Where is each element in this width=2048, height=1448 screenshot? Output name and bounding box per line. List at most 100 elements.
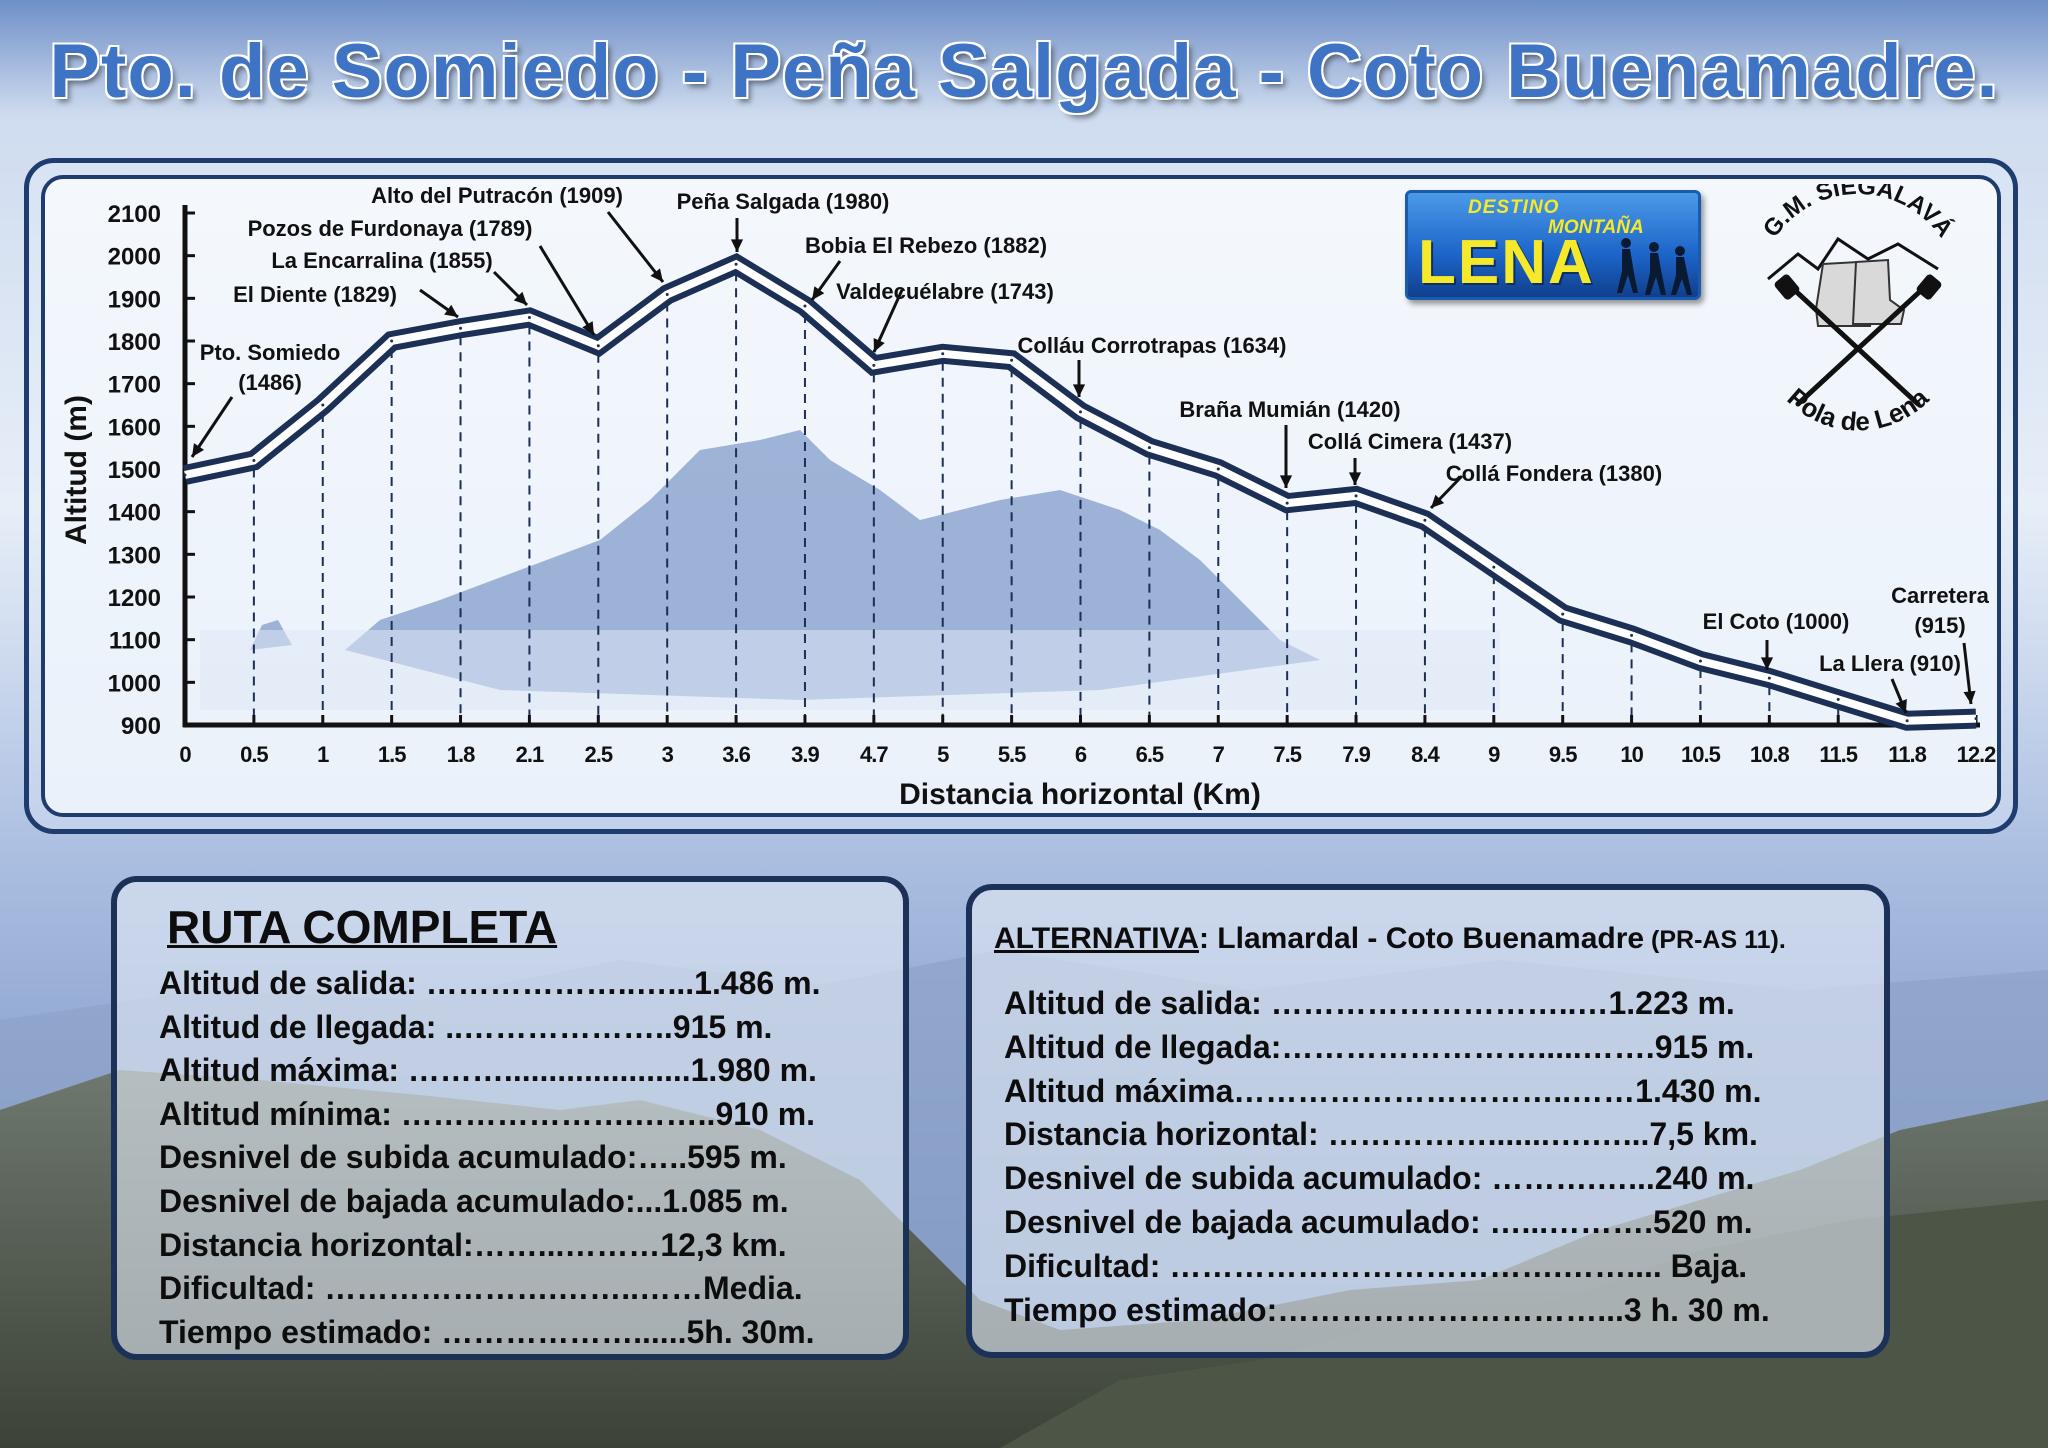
profile-point: [596, 344, 600, 348]
x-tick-label: 3.6: [722, 742, 750, 767]
annotation-arrowhead: [1963, 690, 1976, 704]
y-tick-label: 1700: [108, 372, 161, 399]
alternativa-code: (PR-AS 11).: [1644, 926, 1786, 954]
profile-point: [390, 339, 394, 343]
annotation-arrowhead: [444, 304, 458, 317]
annotation-arrowhead: [1279, 475, 1293, 488]
annotation-label-line2: (915): [1914, 613, 1965, 638]
ruta-completa-stats: Altitud de salida: ………………..…...1.486 m. A…: [159, 962, 820, 1354]
x-tick-label: 5.5: [998, 742, 1026, 767]
x-tick-label: 6: [1075, 742, 1087, 767]
annotation-label-line2: (1486): [238, 370, 302, 395]
y-tick-label: 1000: [108, 670, 161, 697]
mountain-line-icon: [1767, 236, 1939, 281]
annotation-label: Valdecuélabre (1743): [836, 279, 1054, 304]
profile-point: [1698, 659, 1702, 663]
profile-point: [1630, 633, 1634, 637]
annotation-arrowhead: [192, 443, 205, 457]
alternativa-stat-row: Tiempo estimado:…………………………...3 h. 30 m.: [1004, 1291, 1770, 1328]
annotation-arrowhead: [650, 268, 663, 282]
annotation-arrowhead: [1895, 699, 1907, 713]
ruta-completa-title-text: RUTA COMPLETA: [167, 901, 558, 953]
lena-logo-line3: LENA: [1418, 228, 1595, 297]
alternativa-stat-row: Desnivel de bajada acumulado: …...……….52…: [1004, 1203, 1753, 1240]
x-tick-label: 7: [1213, 742, 1225, 767]
hikers-icon: [1617, 238, 1692, 295]
x-tick-label: 2.5: [585, 742, 613, 767]
alternativa-label: ALTERNATIVA: [994, 922, 1199, 955]
y-tick-label: 2100: [108, 201, 161, 228]
lena-logo-line1: DESTINO: [1468, 197, 1560, 218]
siegalava-logo-top-text: G.M. SIEGALAVÁ: [1758, 184, 1959, 242]
trekking-poles-icon: [1785, 281, 1931, 407]
y-axis-label: Altitud (m): [60, 395, 93, 545]
annotation-label: Braña Mumián (1420): [1179, 397, 1400, 422]
x-tick-label: 7.9: [1342, 742, 1370, 767]
profile-point: [459, 326, 463, 330]
x-tick-label: 10.5: [1681, 742, 1721, 767]
alternativa-route: : Llamardal - Coto Buenamadre: [1198, 922, 1645, 955]
profile-point: [1492, 565, 1496, 569]
annotation-arrowhead: [1072, 384, 1086, 397]
ruta-completa-panel: RUTA COMPLETA Altitud de salida: ……………….…: [111, 876, 909, 1360]
annotation-label: Peña Salgada (1980): [677, 189, 890, 214]
profile-point: [803, 304, 807, 308]
x-tick-label: 0.5: [240, 742, 268, 767]
x-tick-label: 4.7: [860, 742, 888, 767]
profile-point: [1905, 719, 1909, 723]
annotation-label: La Encarralina (1855): [271, 248, 492, 273]
profile-point: [1010, 358, 1014, 362]
y-tick-label: 1300: [108, 542, 161, 569]
x-tick-label: 11.5: [1819, 742, 1857, 767]
x-tick-label: 12.2: [1957, 742, 1997, 767]
annotation-arrowhead: [1431, 494, 1445, 508]
x-axis-label: Distancia horizontal (Km): [899, 778, 1261, 811]
page-title: Pto. de Somiedo - Peña Salgada - Coto Bu…: [49, 29, 1999, 114]
alternativa-heading: ALTERNATIVA: Llamardal - Coto Buenamadre…: [994, 922, 1786, 956]
x-tick-label: 6.5: [1136, 742, 1164, 767]
annotation-label: Pozos de Furdonaya (1789): [248, 216, 533, 241]
lena-logo: DESTINO MONTAÑA LENA: [1405, 190, 1701, 300]
siegalava-logo: G.M. SIEGALAVÁ Pola de Lena: [1758, 184, 1959, 437]
annotation-arrowhead: [582, 321, 594, 335]
x-tick-label: 10: [1620, 742, 1643, 767]
x-tick-label: 9: [1488, 742, 1500, 767]
profile-point: [321, 403, 325, 407]
ruta-completa-title: RUTA COMPLETA: [167, 900, 557, 954]
annotation-arrowhead: [730, 239, 744, 252]
y-tick-label: 900: [121, 713, 161, 740]
annotation-label: Pto. Somiedo: [200, 340, 341, 365]
annotation-label: Carretera: [1891, 583, 1990, 608]
profile-point: [1974, 717, 1978, 721]
ruta-stat-row: Desnivel de bajada acumulado:...1.085 m.: [159, 1182, 789, 1219]
x-tick-label: 1: [317, 742, 329, 767]
y-tick-label: 1400: [108, 500, 161, 527]
x-tick-label: 1.8: [447, 742, 475, 767]
x-tick-label: 3: [662, 742, 674, 767]
y-tick-label: 1800: [108, 329, 161, 356]
ruta-stat-row: Altitud de llegada: ..………………..915 m.: [159, 1008, 773, 1045]
x-tick-label: 3.9: [791, 742, 819, 767]
y-tick-label: 1100: [109, 628, 161, 655]
alternativa-stats: Altitud de salida: ………………………..…1.223 m. A…: [1004, 982, 1770, 1332]
annotation-arrow: [606, 211, 665, 283]
y-tick-label: 1500: [108, 457, 161, 484]
alternativa-panel: ALTERNATIVA: Llamardal - Coto Buenamadre…: [966, 884, 1890, 1358]
siegalava-logo-bottom-text: Pola de Lena: [1782, 382, 1935, 437]
x-tick-label: 11.8: [1888, 742, 1926, 767]
annotation-label: El Coto (1000): [1703, 609, 1850, 634]
x-tick-label: 2.1: [516, 742, 544, 767]
x-tick-label: 0: [179, 742, 191, 767]
x-tick-label: 10.8: [1750, 742, 1790, 767]
annotation-label: Alto del Putracón (1909): [371, 183, 623, 208]
x-tick-label: 7.5: [1273, 742, 1301, 767]
profile-point: [1147, 446, 1151, 450]
profile-point: [734, 262, 738, 266]
alternativa-stat-row: Dificultad: ……………………………….…….... Baja.: [1004, 1247, 1748, 1284]
annotation-label: La Llera (910): [1819, 651, 1961, 676]
profile-point: [183, 473, 187, 477]
ruta-stat-row: Altitud mínima: ………………….……..910 m.: [159, 1095, 816, 1132]
alternativa-stat-row: Altitud de llegada:…………………….....…….915 m…: [1004, 1028, 1755, 1065]
annotation-label: Collá Cimera (1437): [1308, 429, 1512, 454]
profile-point: [1354, 494, 1358, 498]
